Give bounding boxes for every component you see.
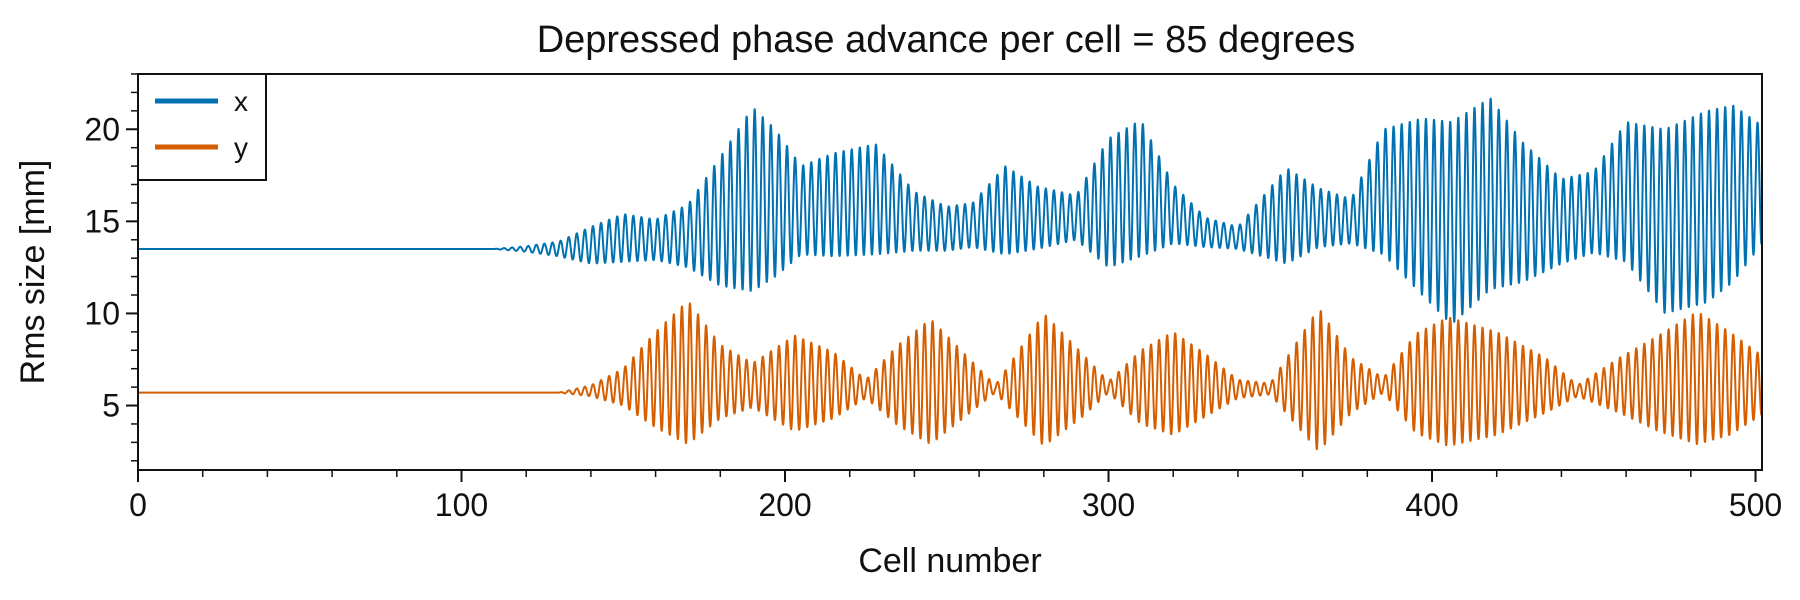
x-tick-label: 200 [758, 487, 811, 523]
x-tick-label: 400 [1405, 487, 1458, 523]
x-tick-label: 500 [1729, 487, 1782, 523]
y-tick-label: 15 [84, 203, 120, 239]
y-axis-label: Rms size [mm] [14, 160, 52, 385]
legend-label-x: x [234, 86, 248, 117]
x-tick-label: 300 [1082, 487, 1135, 523]
x-tick-label: 0 [129, 487, 147, 523]
y-tick-label: 10 [84, 295, 120, 331]
x-axis-label: Cell number [858, 542, 1041, 580]
series-line-y [137, 302, 1763, 451]
legend-box [137, 73, 267, 181]
plot-frame [137, 73, 1763, 471]
legend: x y [137, 73, 267, 181]
y-tick-label: 5 [102, 388, 120, 424]
chart-title: Depressed phase advance per cell = 85 de… [537, 19, 1356, 61]
plot-area [137, 97, 1763, 451]
series-line-x [137, 97, 1763, 323]
legend-label-y: y [234, 132, 248, 163]
axes-ticks: 0 100 200 300 400 500 5 10 15 20 [84, 73, 1782, 523]
y-tick-label: 20 [84, 111, 120, 147]
x-tick-label: 100 [435, 487, 488, 523]
